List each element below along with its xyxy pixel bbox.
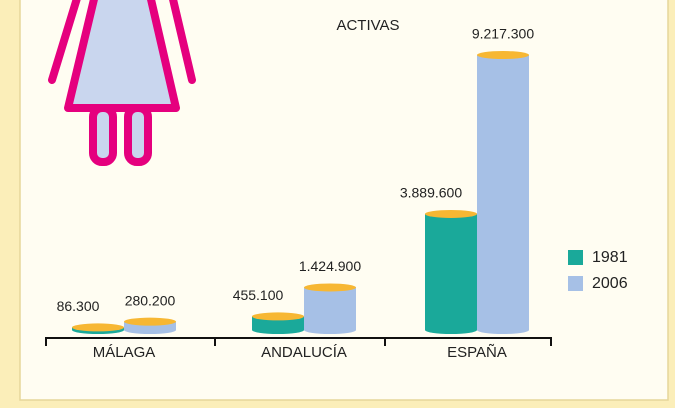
- data-label: 1.424.900: [299, 258, 361, 274]
- bar: [425, 213, 477, 330]
- arm: [48, 0, 81, 84]
- bar: [304, 287, 356, 330]
- data-label: 86.300: [57, 298, 100, 314]
- bar-top: [477, 51, 529, 59]
- bar-top: [72, 323, 124, 332]
- bar: [477, 55, 529, 330]
- x-tick-label: ESPAÑA: [447, 344, 507, 361]
- data-label: 3.889.600: [400, 185, 462, 201]
- chart-title: ACTIVAS: [336, 17, 399, 34]
- legend-swatch: [568, 250, 583, 265]
- data-label: 280.200: [125, 292, 176, 308]
- x-axis: [45, 337, 552, 346]
- dress: [64, 0, 180, 112]
- bar-top: [124, 317, 176, 326]
- bar-top: [304, 283, 356, 292]
- x-tick-label: ANDALUCÍA: [261, 344, 347, 361]
- bar: [124, 321, 176, 330]
- bar-top: [425, 209, 477, 218]
- legend-swatch: [568, 276, 583, 291]
- data-label: 455.100: [233, 287, 284, 303]
- bar-top: [252, 312, 304, 321]
- arm: [169, 0, 196, 84]
- female-icon: [48, 0, 196, 166]
- data-label: 9.217.300: [472, 26, 534, 42]
- x-tick-label: MÁLAGA: [93, 344, 156, 361]
- legend-label: 1981: [592, 249, 628, 266]
- leg: [124, 104, 152, 166]
- leg: [89, 104, 117, 166]
- legend-label: 2006: [592, 275, 628, 292]
